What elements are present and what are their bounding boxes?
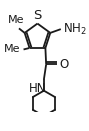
Text: S: S (33, 9, 42, 22)
Text: Me: Me (8, 15, 25, 25)
Text: O: O (60, 58, 69, 71)
Text: NH$_2$: NH$_2$ (63, 22, 87, 37)
Text: HN: HN (28, 82, 46, 95)
Text: Me: Me (4, 44, 21, 54)
